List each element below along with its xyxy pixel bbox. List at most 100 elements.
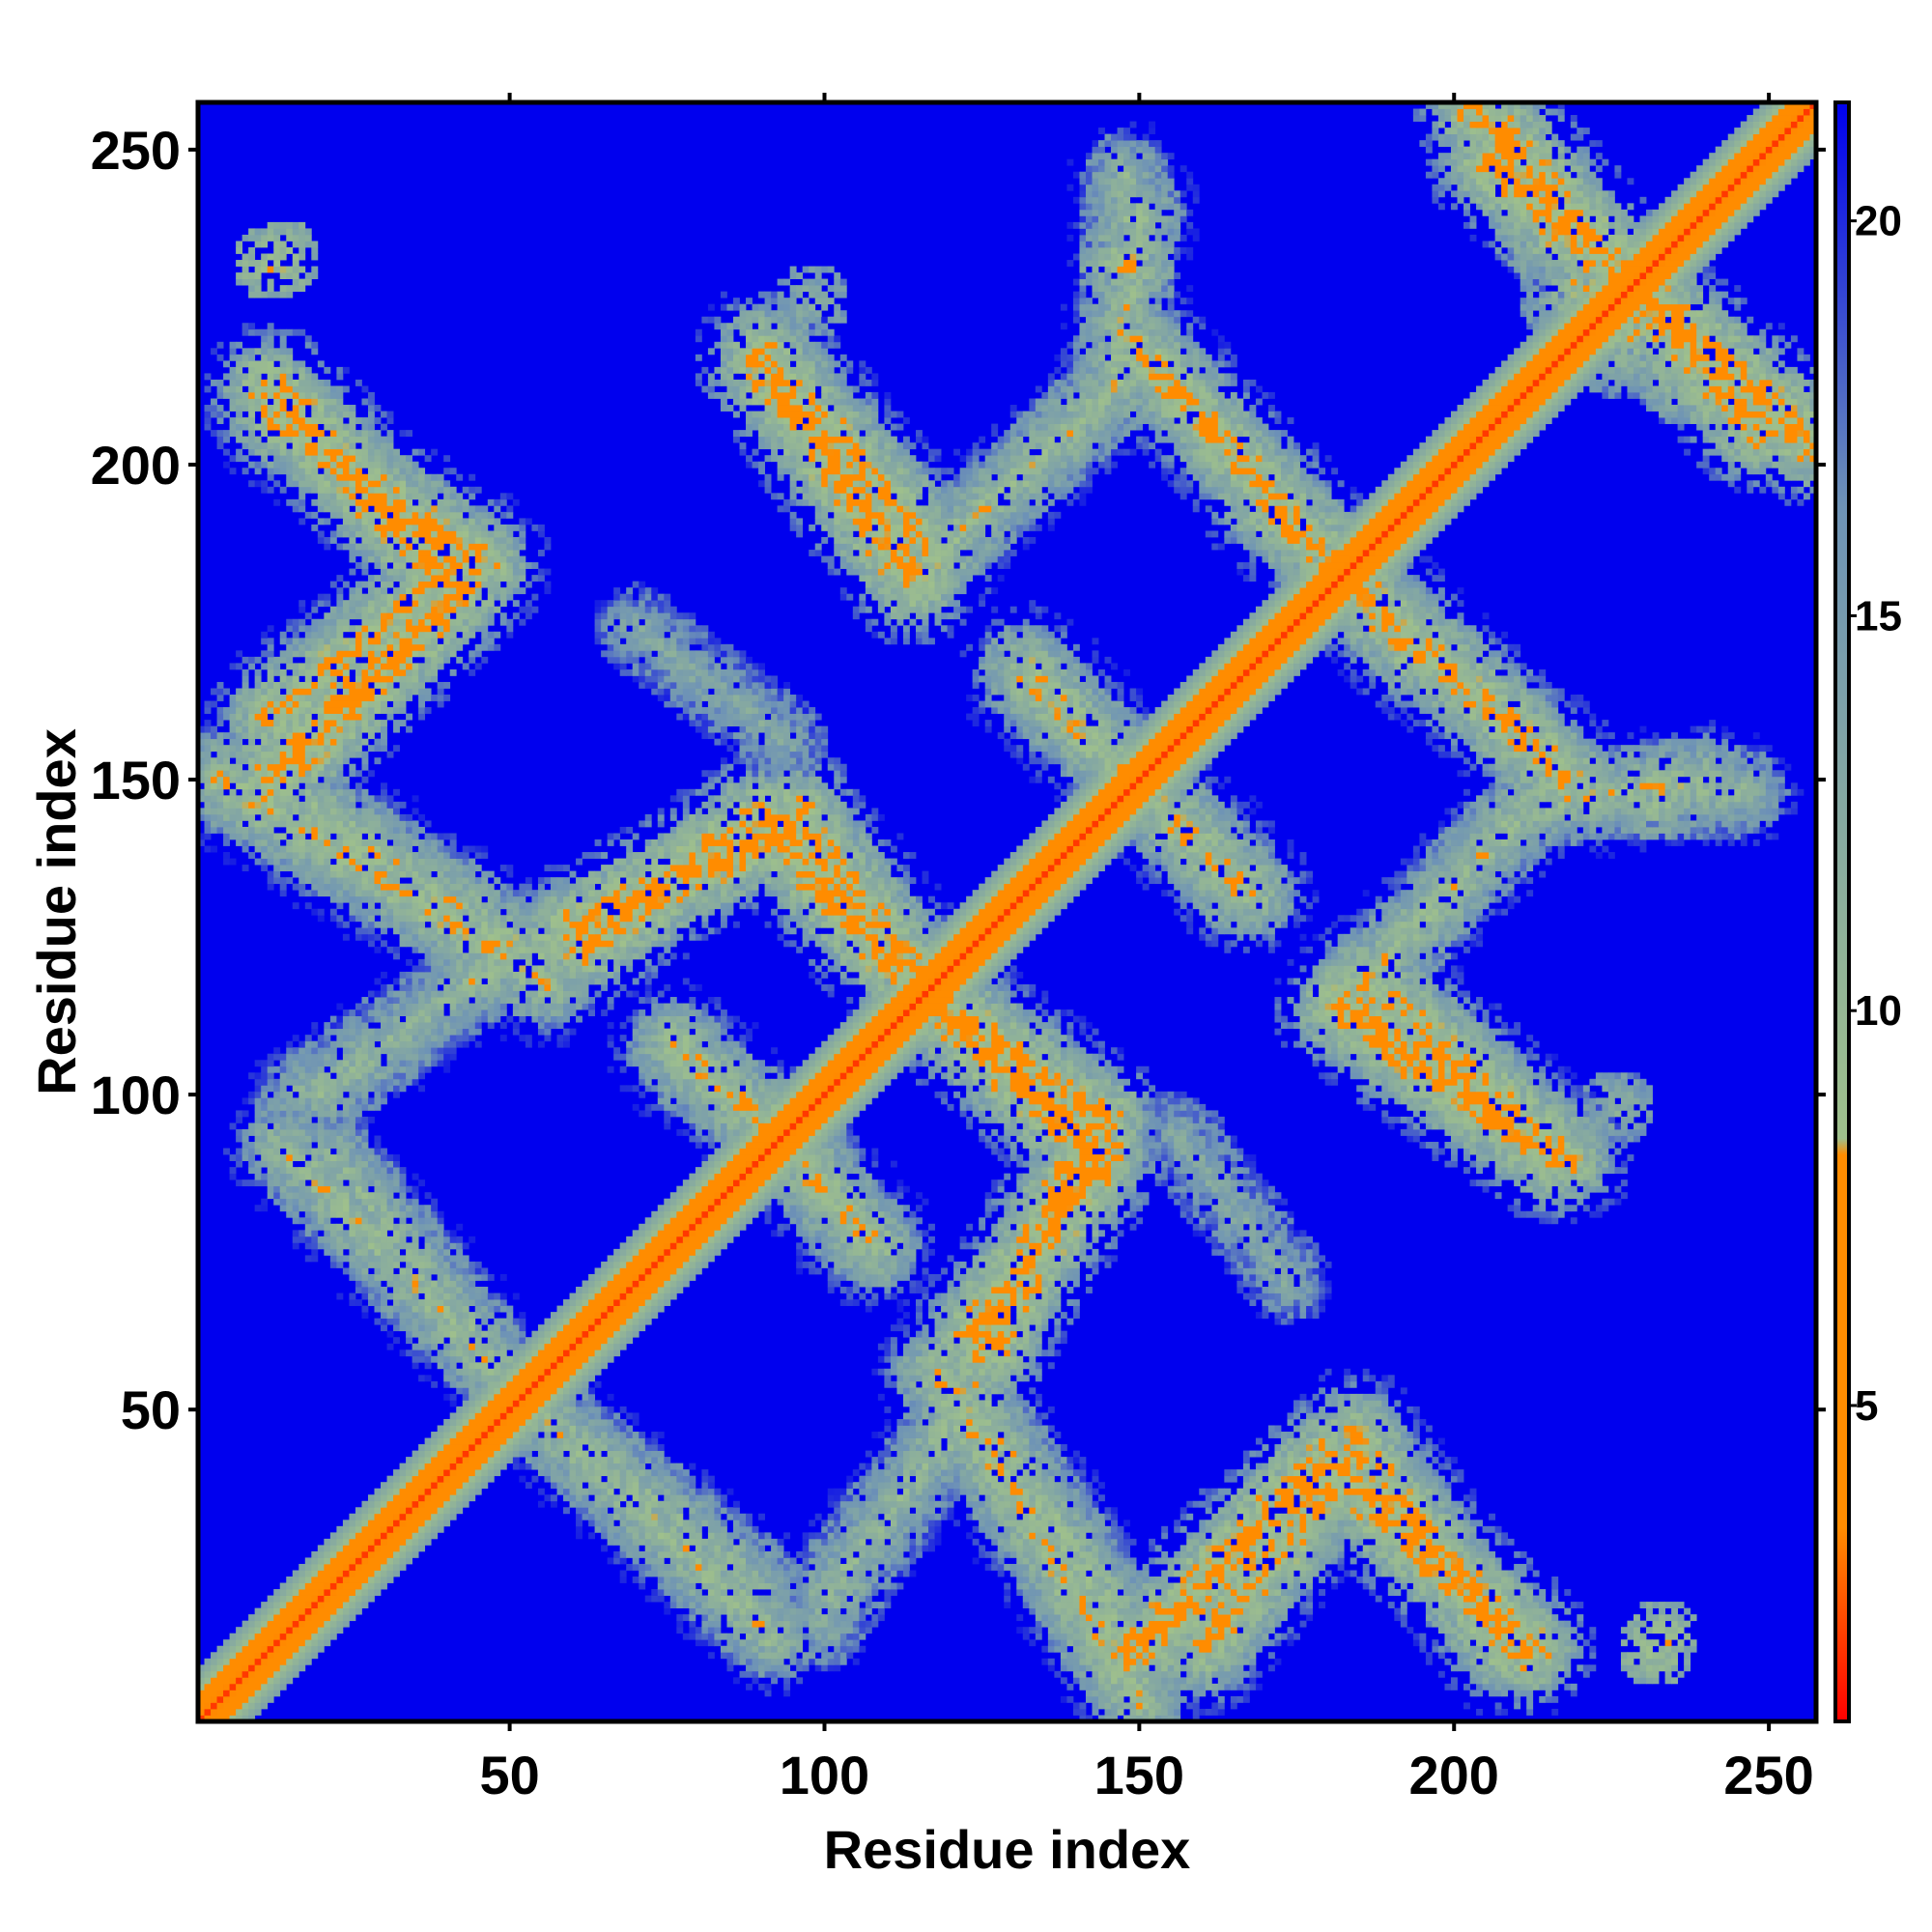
heatmap-cell [966, 1406, 973, 1413]
heatmap-cell [948, 1394, 954, 1401]
heatmap-cell [595, 1381, 602, 1388]
heatmap-cell [582, 1469, 589, 1476]
heatmap-cell [1249, 1520, 1256, 1526]
heatmap-cell [1551, 1583, 1558, 1590]
heatmap-cell [361, 1551, 368, 1558]
heatmap-cell [676, 1501, 683, 1508]
heatmap-cell [1438, 1507, 1445, 1514]
heatmap-cell [979, 1451, 985, 1458]
heatmap-cell [1413, 1589, 1420, 1596]
heatmap-cell [1533, 1659, 1540, 1665]
heatmap-cell [425, 1444, 432, 1451]
heatmap-cell [1079, 1532, 1086, 1539]
heatmap-cell [1048, 1520, 1055, 1526]
heatmap-cell [613, 1419, 620, 1426]
heatmap-cell [1520, 1639, 1527, 1646]
heatmap-cell [746, 1564, 753, 1571]
heatmap-cell [903, 1362, 910, 1369]
heatmap-cell [608, 1514, 614, 1520]
heatmap-cell [1149, 1702, 1155, 1709]
heatmap-cell [242, 1627, 249, 1634]
heatmap-cell [538, 1412, 545, 1419]
heatmap-cell [1489, 1602, 1495, 1608]
heatmap-cell [1406, 1482, 1413, 1489]
heatmap-cell [1054, 1596, 1061, 1603]
heatmap-cell [973, 1476, 980, 1483]
heatmap-cell [1186, 1557, 1193, 1564]
heatmap-cell [1174, 1627, 1186, 1634]
heatmap-cell [960, 1432, 967, 1438]
heatmap-cell [1671, 1621, 1678, 1628]
heatmap-cell [771, 1646, 778, 1653]
heatmap-cell [1394, 1507, 1401, 1514]
heatmap-cell [1388, 1406, 1395, 1413]
heatmap-cell [1659, 1627, 1665, 1634]
heatmap-cell [1086, 1583, 1093, 1590]
heatmap-cell [796, 1659, 803, 1665]
heatmap-cell [896, 1583, 903, 1590]
heatmap-cell [834, 1583, 840, 1590]
heatmap-cell [1211, 1621, 1231, 1628]
heatmap-cell [884, 1551, 891, 1558]
heatmap-cell [1054, 1532, 1061, 1539]
heatmap-cell [1010, 1425, 1017, 1432]
heatmap-cell [1369, 1451, 1376, 1458]
heatmap-cell [1376, 1425, 1382, 1432]
heatmap-cell [689, 1489, 696, 1495]
heatmap-cell [513, 1451, 520, 1458]
heatmap-cell [374, 1501, 381, 1508]
heatmap-cell [1054, 1589, 1061, 1596]
heatmap-cell [1016, 1476, 1023, 1483]
heatmap-cell [418, 1463, 425, 1470]
heatmap-cell [948, 1489, 954, 1495]
heatmap-cell [1444, 1551, 1451, 1558]
heatmap-cell [1180, 1570, 1187, 1577]
heatmap-cell [803, 1614, 810, 1621]
heatmap-cell [1406, 1463, 1413, 1470]
heatmap-cell [1041, 1659, 1048, 1665]
heatmap-cell [255, 1652, 262, 1659]
heatmap-cell [1130, 1709, 1137, 1716]
heatmap-cell [1288, 1532, 1294, 1539]
heatmap-cell [1029, 1539, 1036, 1546]
heatmap-cell [1533, 1614, 1540, 1621]
heatmap-cell [1325, 1539, 1332, 1546]
heatmap-cell [1268, 1614, 1275, 1621]
heatmap-cell [796, 1646, 803, 1653]
heatmap-cell [828, 1634, 835, 1640]
heatmap-cell [576, 1406, 582, 1413]
heatmap-cell [733, 1602, 740, 1608]
heatmap-cell [1501, 1677, 1508, 1684]
heatmap-cell [557, 1438, 564, 1445]
heatmap-cell [1231, 1520, 1237, 1526]
heatmap-cell [1199, 1709, 1206, 1716]
heatmap-cell [1105, 1507, 1112, 1514]
heatmap-cell [475, 1375, 482, 1381]
heatmap-cell [1218, 1514, 1225, 1520]
heatmap-cell [916, 1520, 923, 1526]
heatmap-cell [1508, 1539, 1515, 1546]
heatmap-cell [1073, 1583, 1080, 1590]
heatmap-cell [1451, 1551, 1458, 1558]
heatmap-cell [242, 1621, 249, 1628]
heatmap-cell [1249, 1671, 1256, 1678]
heatmap-cell [953, 1394, 960, 1401]
heatmap-cell [1438, 1520, 1445, 1526]
heatmap-cell [438, 1507, 444, 1514]
heatmap-cell [1363, 1469, 1370, 1476]
heatmap-cell [570, 1451, 577, 1458]
heatmap-cell [891, 1444, 897, 1451]
heatmap-cell [821, 1583, 828, 1590]
heatmap-cell [551, 1501, 557, 1508]
heatmap-cell [1451, 1557, 1458, 1564]
heatmap-cell [1054, 1482, 1061, 1489]
heatmap-cell [1186, 1702, 1193, 1709]
heatmap-cell [1501, 1589, 1508, 1596]
heatmap-cell [746, 1526, 753, 1533]
heatmap-cell [1690, 1646, 1697, 1653]
heatmap-cell [948, 1451, 954, 1458]
heatmap-cell [273, 1608, 280, 1615]
heatmap-cell [563, 1381, 570, 1388]
heatmap-cell [1646, 1614, 1653, 1621]
heatmap-cell [1048, 1634, 1055, 1640]
